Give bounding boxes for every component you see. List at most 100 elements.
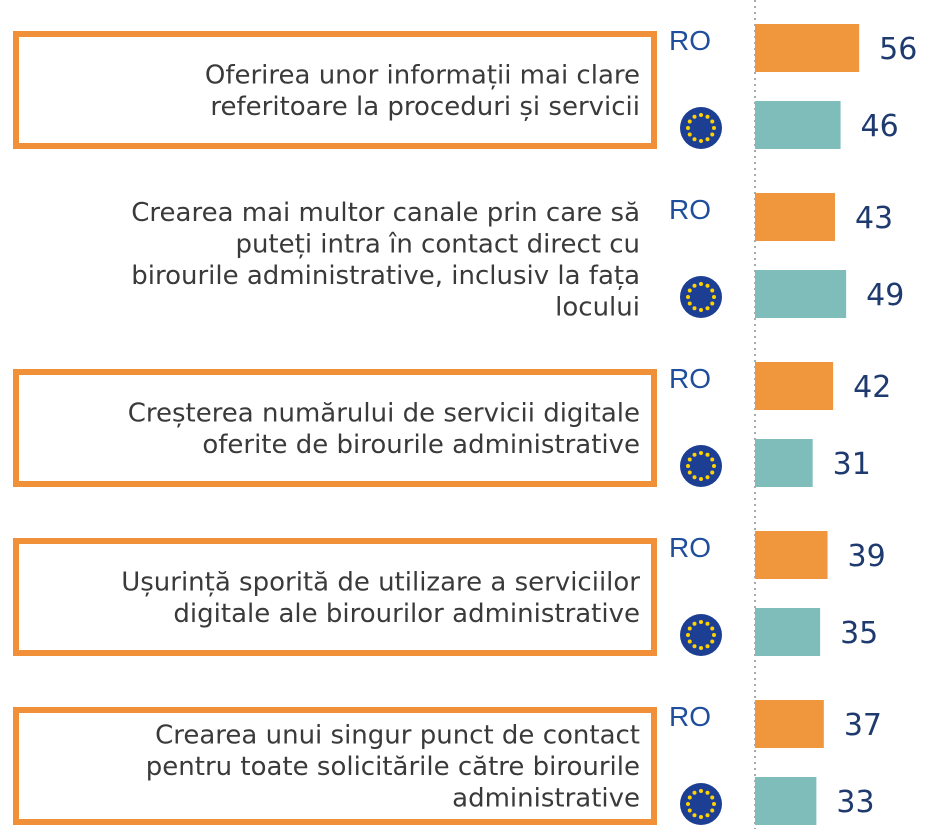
flag-star bbox=[699, 282, 703, 286]
value-label: 43 bbox=[855, 201, 893, 236]
value-label: 39 bbox=[848, 539, 886, 574]
eu-flag bbox=[680, 614, 722, 656]
flag-star bbox=[692, 644, 697, 649]
flag-star bbox=[699, 477, 703, 481]
flag-star bbox=[692, 790, 697, 795]
flag-star bbox=[705, 283, 710, 288]
flag-star bbox=[686, 802, 690, 806]
flag-star bbox=[687, 626, 692, 631]
flag-star bbox=[705, 644, 710, 649]
highlight-box bbox=[13, 369, 657, 487]
value-label: 35 bbox=[840, 616, 878, 651]
category-label: Crearea unui singur punct de contact pent… bbox=[146, 721, 640, 814]
flag-star bbox=[710, 626, 715, 631]
flag-star bbox=[686, 126, 690, 130]
flag-star bbox=[686, 464, 690, 468]
flag-star bbox=[705, 306, 710, 311]
bar bbox=[755, 608, 821, 656]
flag-star bbox=[712, 464, 716, 468]
highlight-box bbox=[13, 707, 657, 825]
flag-star bbox=[687, 119, 692, 124]
flag-star bbox=[687, 808, 692, 813]
flag-star bbox=[705, 621, 710, 626]
value-label: 42 bbox=[853, 370, 891, 405]
flag-star bbox=[710, 288, 715, 293]
bar bbox=[755, 270, 847, 318]
flag-star bbox=[705, 475, 710, 480]
flag-star bbox=[686, 295, 690, 299]
category-label: Crearea mai multor canale prin care să pu… bbox=[131, 198, 640, 323]
highlight-box bbox=[13, 31, 657, 149]
flag-star bbox=[699, 139, 703, 143]
flag-star bbox=[712, 126, 716, 130]
category-label: Ușurință sporită de utilizare a servicii… bbox=[121, 567, 640, 629]
flag-star bbox=[687, 288, 692, 293]
flag-star bbox=[710, 132, 715, 137]
value-label: 37 bbox=[844, 708, 882, 743]
series-label: RO bbox=[669, 532, 711, 563]
flag-star bbox=[712, 295, 716, 299]
value-label: 31 bbox=[833, 447, 871, 482]
flag-star bbox=[687, 301, 692, 306]
flag-star bbox=[687, 457, 692, 462]
bar bbox=[755, 439, 813, 487]
flag-star bbox=[692, 452, 697, 457]
value-label: 33 bbox=[836, 785, 874, 820]
flag-star bbox=[710, 301, 715, 306]
highlight-box bbox=[13, 538, 657, 656]
value-label: 49 bbox=[866, 278, 904, 313]
flag-star bbox=[699, 815, 703, 819]
flag-star bbox=[705, 813, 710, 818]
flag-star bbox=[692, 813, 697, 818]
flag-star bbox=[687, 639, 692, 644]
bar bbox=[755, 362, 834, 410]
eu-flag bbox=[680, 107, 722, 149]
flag-star bbox=[710, 795, 715, 800]
eu-flag bbox=[680, 445, 722, 487]
flag-star bbox=[699, 789, 703, 793]
flag-star bbox=[692, 114, 697, 119]
value-label: 46 bbox=[861, 109, 899, 144]
flag-star bbox=[692, 306, 697, 311]
flag-star bbox=[699, 308, 703, 312]
flag-star bbox=[705, 114, 710, 119]
category-label: Oferirea unor informații mai clare referi… bbox=[205, 60, 640, 122]
flag-star bbox=[687, 795, 692, 800]
flag-star bbox=[710, 808, 715, 813]
value-label: 56 bbox=[879, 32, 917, 67]
flag-star bbox=[705, 452, 710, 457]
flag-star bbox=[710, 457, 715, 462]
bar bbox=[755, 101, 841, 149]
flag-star bbox=[712, 633, 716, 637]
series-label: RO bbox=[669, 363, 711, 394]
eu-flag bbox=[680, 783, 722, 825]
flag-star bbox=[692, 621, 697, 626]
flag-star bbox=[687, 132, 692, 137]
eu-flag bbox=[680, 276, 722, 318]
flag-star bbox=[710, 470, 715, 475]
flag-star bbox=[699, 646, 703, 650]
flag-star bbox=[705, 790, 710, 795]
category-label: Creșterea numărului de servicii digitale… bbox=[128, 398, 640, 460]
flag-star bbox=[710, 119, 715, 124]
flag-star bbox=[692, 475, 697, 480]
series-label: RO bbox=[669, 194, 711, 225]
flag-star bbox=[699, 113, 703, 117]
flag-star bbox=[686, 633, 690, 637]
bar bbox=[755, 193, 835, 241]
flag-star bbox=[712, 802, 716, 806]
series-label: RO bbox=[669, 25, 711, 56]
flag-star bbox=[699, 620, 703, 624]
series-label: RO bbox=[669, 701, 711, 732]
bar bbox=[755, 24, 860, 72]
flag-star bbox=[710, 639, 715, 644]
bar bbox=[755, 531, 828, 579]
flag-star bbox=[692, 283, 697, 288]
bar bbox=[755, 700, 824, 748]
flag-star bbox=[692, 137, 697, 142]
flag-star bbox=[705, 137, 710, 142]
bar bbox=[755, 777, 817, 825]
flag-star bbox=[687, 470, 692, 475]
flag-star bbox=[699, 451, 703, 455]
